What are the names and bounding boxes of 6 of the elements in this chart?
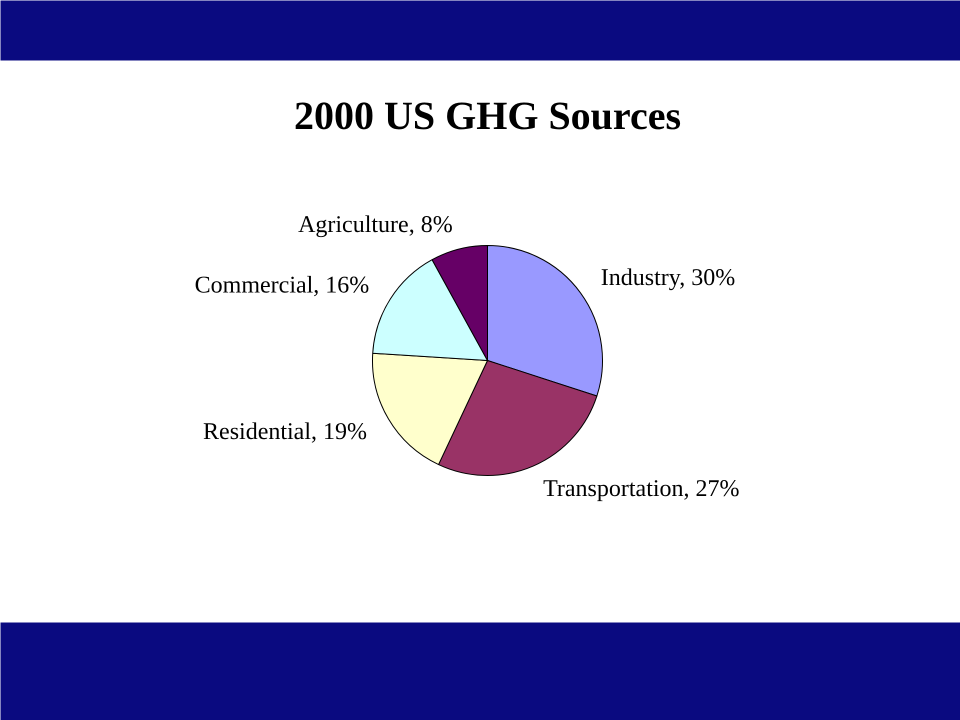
slice-label: Agriculture, 8% (298, 212, 453, 238)
slice-label: Commercial, 16% (194, 272, 370, 298)
slice-label: Transportation, 27% (543, 476, 740, 502)
slice-label: Residential, 19% (203, 418, 368, 445)
slice-label: Industry, 30% (600, 265, 736, 292)
chart-title: 2000 US GHG Sources (294, 93, 682, 138)
